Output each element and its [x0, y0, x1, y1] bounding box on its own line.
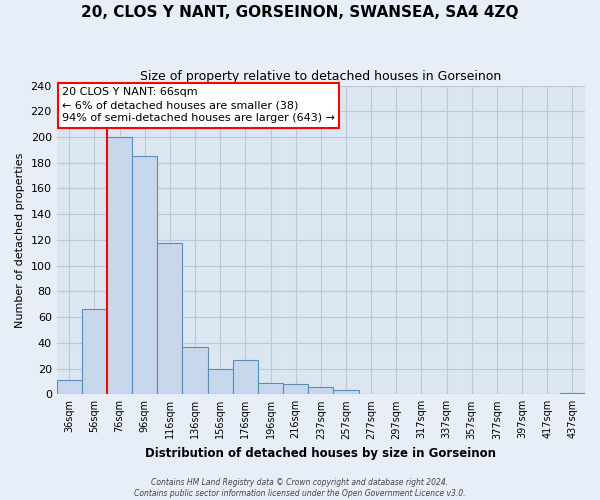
Bar	[132, 156, 157, 394]
Bar	[258, 382, 283, 394]
X-axis label: Distribution of detached houses by size in Gorseinon: Distribution of detached houses by size …	[145, 447, 496, 460]
Y-axis label: Number of detached properties: Number of detached properties	[15, 152, 25, 328]
Bar	[560, 393, 585, 394]
Bar	[208, 368, 233, 394]
Text: Contains HM Land Registry data © Crown copyright and database right 2024.
Contai: Contains HM Land Registry data © Crown c…	[134, 478, 466, 498]
Bar	[82, 310, 107, 394]
Bar	[233, 360, 258, 394]
Bar	[107, 137, 132, 394]
Text: 20, CLOS Y NANT, GORSEINON, SWANSEA, SA4 4ZQ: 20, CLOS Y NANT, GORSEINON, SWANSEA, SA4…	[81, 5, 519, 20]
Bar	[157, 242, 182, 394]
Title: Size of property relative to detached houses in Gorseinon: Size of property relative to detached ho…	[140, 70, 502, 83]
Bar	[308, 386, 334, 394]
Bar	[283, 384, 308, 394]
Bar	[182, 346, 208, 395]
Text: 20 CLOS Y NANT: 66sqm
← 6% of detached houses are smaller (38)
94% of semi-detac: 20 CLOS Y NANT: 66sqm ← 6% of detached h…	[62, 87, 335, 124]
Bar	[56, 380, 82, 394]
Bar	[334, 390, 359, 394]
